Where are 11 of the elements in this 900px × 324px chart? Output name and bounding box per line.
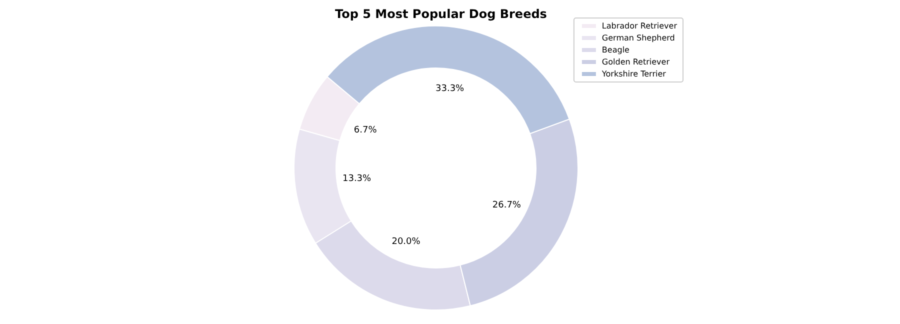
data-label: 20.0% xyxy=(392,237,421,248)
legend-label: Yorkshire Terrier xyxy=(600,70,667,78)
legend-label: Golden Retriever xyxy=(602,58,670,66)
data-label: 6.7% xyxy=(354,126,378,136)
data-label: 13.3% xyxy=(342,174,372,184)
legend-label: Beagle xyxy=(602,46,630,54)
data-label: 33.3% xyxy=(436,84,465,94)
legend-label: German Shepherd xyxy=(602,34,675,42)
data-label: 26.7% xyxy=(492,200,522,210)
chart-title: Top 5 Most Popular Dog Breeds xyxy=(335,7,547,21)
legend-label: Labrador Retriever xyxy=(602,22,678,30)
